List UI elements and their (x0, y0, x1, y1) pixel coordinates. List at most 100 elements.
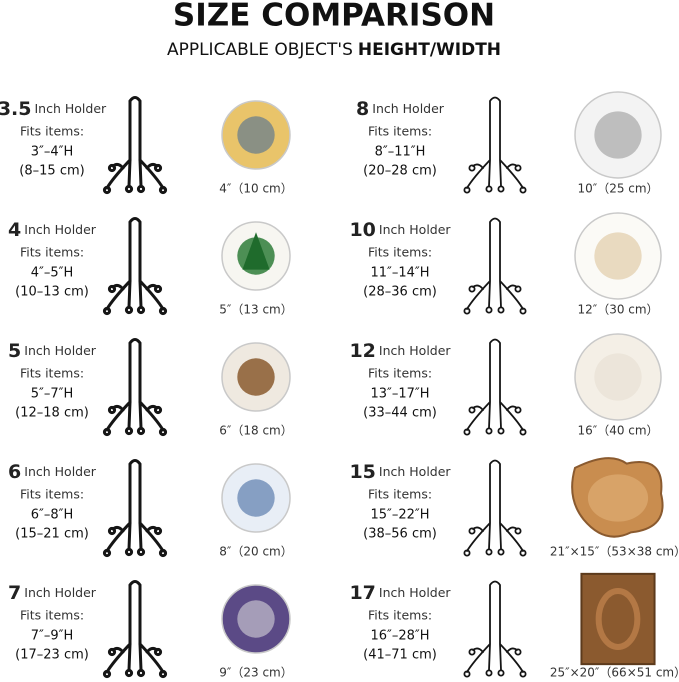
holder-size: 17 (349, 582, 375, 604)
stand-curl (124, 426, 134, 436)
stand-curl (158, 306, 168, 316)
stand-curl (519, 549, 527, 557)
stand-frame (105, 96, 165, 190)
object-size: 10″（25 cm） (577, 182, 658, 196)
holder-name: 12 Inch Holder (349, 340, 451, 362)
object-center (237, 358, 275, 396)
stand-frame (466, 459, 524, 552)
holder-unit: Inch Holder (24, 343, 97, 358)
holder-name: 3.5 Inch Holder (0, 98, 107, 120)
stand-curl (124, 547, 134, 557)
stand-curl (497, 306, 505, 314)
fits-cm: (15–21 cm) (15, 527, 89, 542)
holder-unit: Inch Holder (379, 222, 452, 237)
object-inner (587, 474, 649, 522)
fits-label: Fits items: (20, 245, 84, 260)
fits-inches: 5″–7″H (31, 387, 74, 402)
fits-cm: (20–28 cm) (363, 164, 437, 179)
holder-name: 5 Inch Holder (8, 340, 97, 362)
fits-label: Fits items: (20, 608, 84, 623)
stand-curl (153, 526, 163, 536)
holder-unit: Inch Holder (379, 343, 452, 358)
stand (463, 96, 527, 194)
stand (102, 580, 168, 679)
fits-cm: (17–23 cm) (15, 648, 89, 663)
holder-unit: Inch Holder (24, 464, 97, 479)
stand-curl (136, 668, 146, 678)
stand-curl (485, 306, 493, 314)
subtitle-bold: HEIGHT/WIDTH (358, 40, 501, 60)
stand-frame (105, 580, 165, 674)
stand-curl (102, 427, 112, 437)
stand-curl (153, 647, 163, 657)
object-size: 16″（40 cm） (577, 424, 658, 438)
stand-curl (158, 548, 168, 558)
holder-size: 6 (8, 461, 21, 483)
fits-label: Fits items: (20, 487, 84, 502)
stand-curl (485, 427, 493, 435)
stand (463, 459, 527, 557)
stand-curl (124, 305, 134, 315)
holder-name: 6 Inch Holder (8, 461, 97, 483)
fits-cm: (12–18 cm) (15, 406, 89, 421)
object-size: 5″（13 cm） (219, 303, 293, 317)
stand-curl (463, 670, 471, 678)
stand-curl (485, 548, 493, 556)
stand-curl (107, 284, 117, 294)
stand-curl (107, 405, 117, 415)
holder-size: 10 (349, 219, 375, 241)
object-center (237, 479, 275, 517)
stand-curl (158, 185, 168, 195)
stand (102, 96, 168, 195)
object-size: 21″×15″（53×38 cm） (550, 545, 679, 559)
holder-unit: Inch Holder (379, 464, 452, 479)
stand-curl (153, 284, 163, 294)
object-size: 12″（30 cm） (577, 303, 658, 317)
stand-curl (124, 184, 134, 194)
holder-unit: Inch Holder (379, 585, 452, 600)
stand-curl (463, 307, 471, 315)
stand (463, 338, 527, 436)
stand-curl (102, 185, 112, 195)
stand-curl (519, 428, 527, 436)
stand-frame (105, 217, 165, 311)
fits-inches: 11″–14″H (370, 266, 429, 281)
stand (102, 217, 168, 316)
fits-label: Fits items: (20, 366, 84, 381)
stand-curl (514, 527, 522, 535)
stand-curl (102, 669, 112, 679)
stand-curl (514, 648, 522, 656)
object-center (594, 232, 642, 280)
stand (102, 338, 168, 437)
stand-curl (158, 669, 168, 679)
holder-name: 4 Inch Holder (8, 219, 97, 241)
holder-unit: Inch Holder (24, 222, 97, 237)
stand-curl (463, 186, 471, 194)
stand-curl (519, 186, 527, 194)
stand-curl (107, 163, 117, 173)
holder-name: 7 Inch Holder (8, 582, 97, 604)
stand-curl (468, 164, 476, 172)
stand-curl (497, 669, 505, 677)
stand-curl (124, 668, 134, 678)
fits-cm: (38–56 cm) (363, 527, 437, 542)
object-center (237, 116, 275, 154)
holder-size: 3.5 (0, 98, 32, 120)
stand-curl (153, 405, 163, 415)
stand (102, 459, 168, 558)
holder-name: 8 Inch Holder (356, 98, 445, 120)
stand-curl (497, 185, 505, 193)
stand-curl (485, 185, 493, 193)
fits-inches: 3″–4″H (31, 145, 74, 160)
fits-inches: 7″–9″H (31, 629, 74, 644)
subtitle: APPLICABLE OBJECT'S HEIGHT/WIDTH (167, 40, 501, 60)
fits-label: Fits items: (20, 124, 84, 139)
object-size: 4″（10 cm） (219, 182, 293, 196)
stand-curl (514, 406, 522, 414)
fits-label: Fits items: (368, 608, 432, 623)
object-size: 6″（18 cm） (219, 424, 293, 438)
stand-curl (514, 285, 522, 293)
stand-curl (463, 549, 471, 557)
stand-curl (468, 648, 476, 656)
